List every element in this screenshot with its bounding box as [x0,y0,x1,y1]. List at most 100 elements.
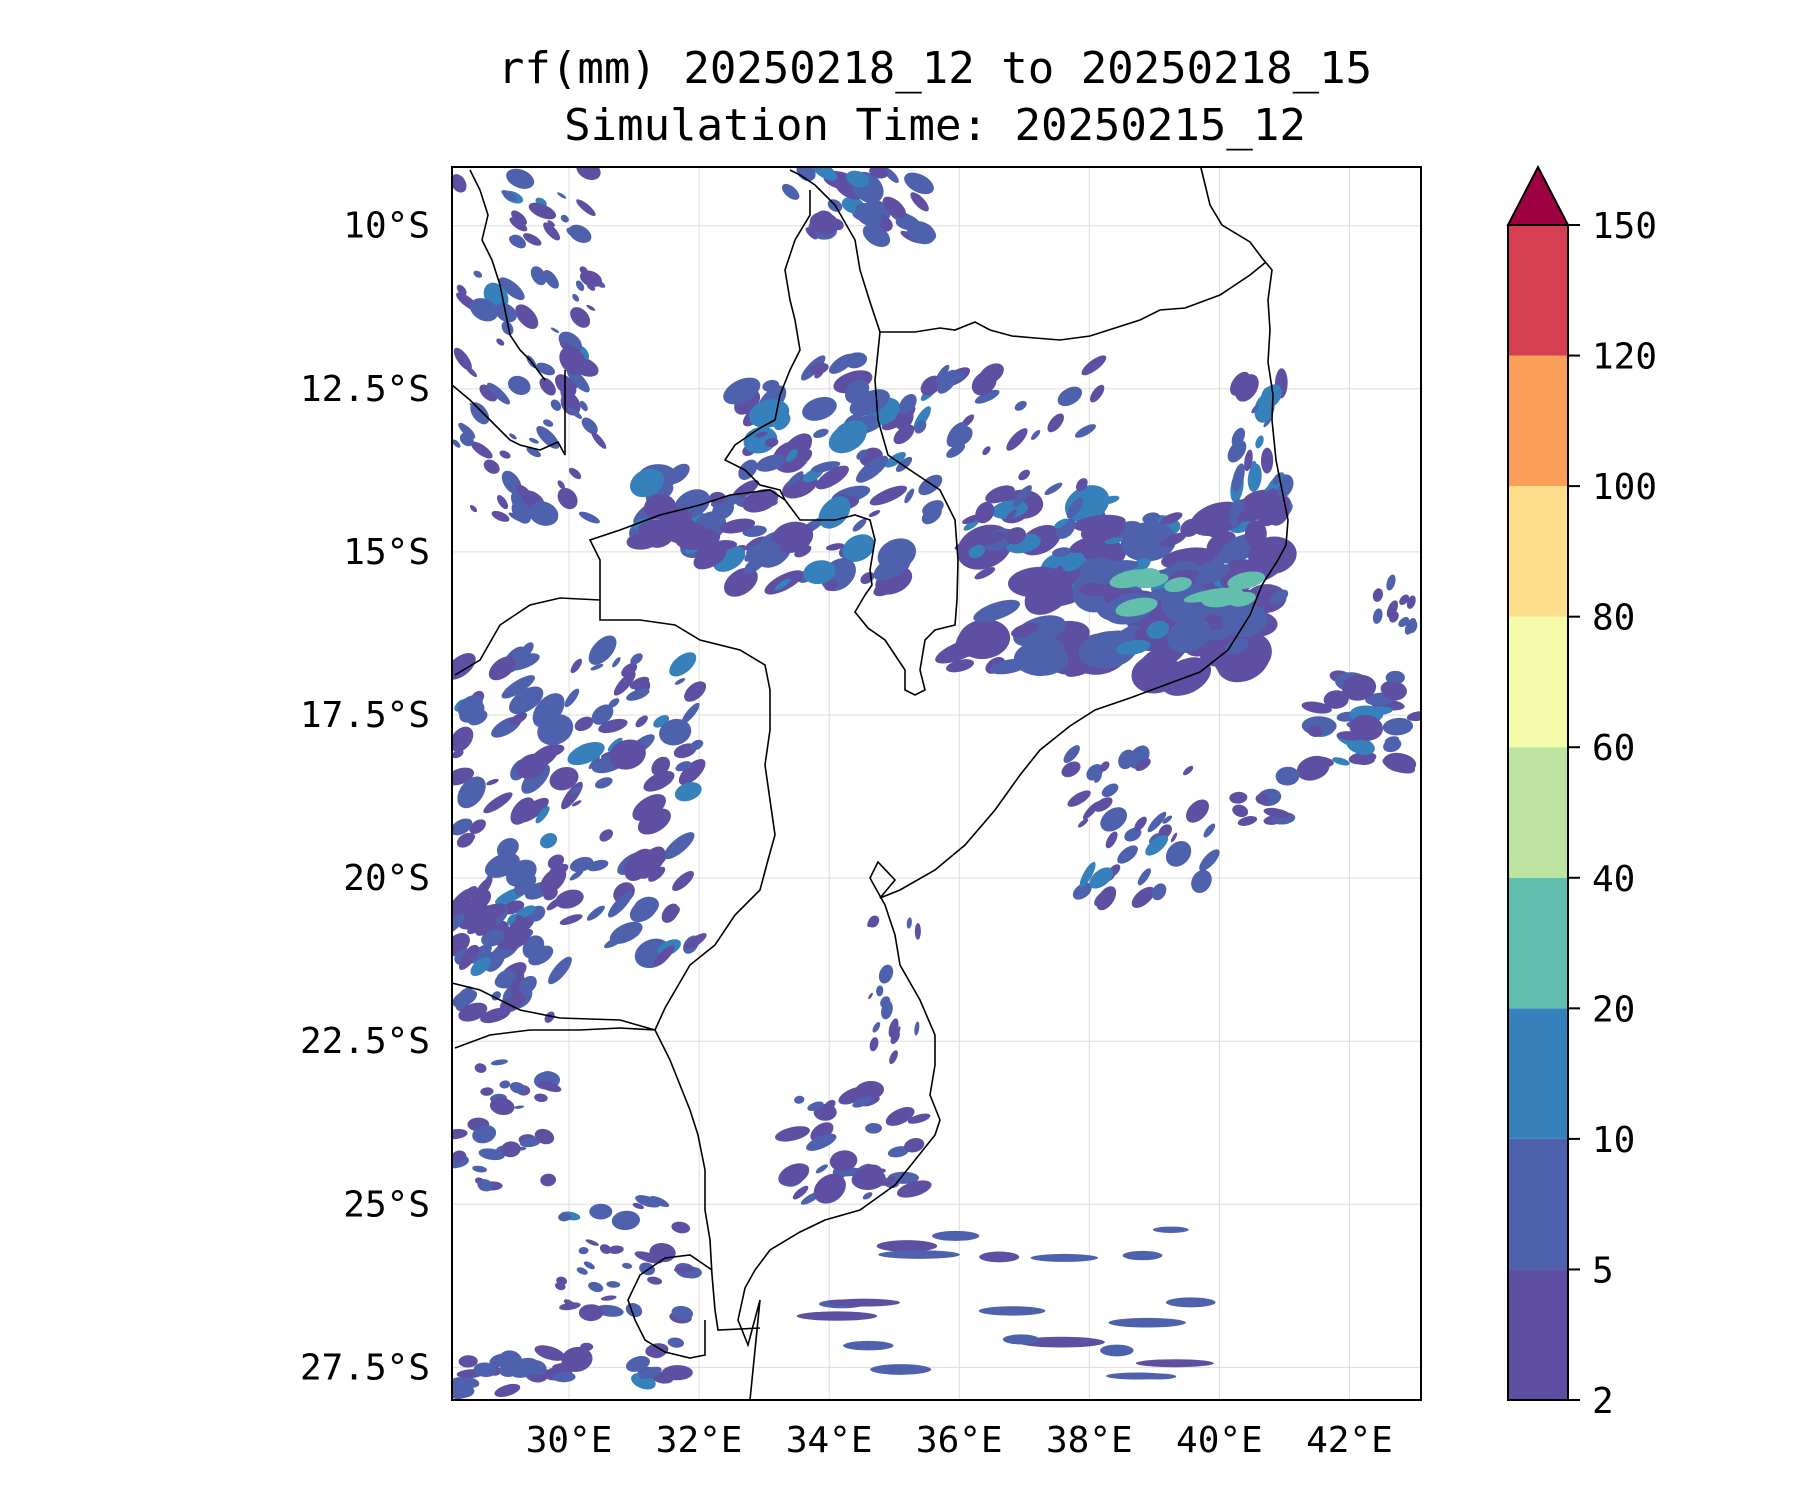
rain-patch [550,399,562,411]
rain-patch [514,1105,525,1109]
rain-patch [875,1168,886,1174]
rain-patch [685,933,707,950]
rain-patch [594,777,613,789]
rain-patch [606,1281,621,1288]
rain-patch [1165,841,1192,867]
rain-patch [807,1101,824,1111]
rain-patch [935,364,950,383]
rain-patch [498,277,525,301]
rain-patch [543,222,561,241]
rain-patch [876,1240,938,1252]
rain-patch [472,1165,487,1173]
rain-patch [509,217,528,232]
rain-patch [549,766,579,791]
rain-patch [719,543,732,554]
rain-patch [834,420,868,445]
rain-patch [659,718,692,746]
rain-patch [1117,845,1138,864]
rain-patch [775,1126,810,1142]
rain-patch [744,554,767,574]
rain-patch [499,994,526,1011]
lat-tick-label: 25°S [343,1184,430,1225]
rain-patch [599,1244,612,1254]
rain-patch [1255,435,1264,449]
lat-tick-label: 20°S [343,858,430,899]
rain-patch [1203,823,1216,838]
rain-patch [458,1002,488,1022]
rain-patch [571,786,581,795]
rain-patch [570,658,583,674]
rain-patch [868,510,881,517]
rain-patch [630,653,643,665]
rain-patch [557,480,565,490]
rain-patch [811,461,841,473]
rain-patch [534,1093,548,1102]
rain-patch [921,505,942,525]
rain-patch [464,833,476,842]
longitude-labels: 30°E 32°E 34°E 36°E 38°E 40°E 42°E [526,1420,1393,1461]
rain-patch [558,1212,572,1222]
rain-patch [1260,447,1274,474]
rain-patch [576,199,596,216]
rain-patch [653,945,675,967]
rain-patch [491,510,510,522]
rain-patch [587,859,609,872]
rain-patch [516,753,547,779]
rain-patch [536,362,555,376]
rain-patch [499,1080,511,1089]
rain-patch [1237,509,1247,524]
rain-patch [815,1164,828,1174]
rain-patch [578,511,600,524]
lat-tick-label: 22.5°S [300,1021,430,1062]
rain-patch [844,352,868,369]
rain-patch [723,377,761,405]
rain-patch [1152,1226,1189,1233]
rain-patch [1115,597,1158,617]
rain-patch [1160,532,1187,548]
rain-patch [1191,869,1212,894]
rain-patch [452,1383,475,1398]
rain-patch [480,1007,511,1024]
rain-patch [1232,804,1249,818]
rain-patch [509,712,528,725]
rain-patch [1005,509,1017,522]
rain-patch [557,487,578,510]
rain-patch [452,653,476,680]
colorbar-level-label: 10 [1592,1120,1635,1161]
rain-patch [869,1037,879,1052]
rain-patch [749,399,790,429]
rain-patch [563,1299,575,1307]
rain-patch [479,384,498,402]
rain-patch [896,1180,932,1198]
rain-patch [794,449,813,467]
rain-patch [555,889,584,909]
rain-patch [669,652,697,677]
rain-patch [1244,449,1253,472]
colorbar-level-label: 120 [1592,337,1657,378]
rain-patch [636,846,666,879]
rain-patch [1227,571,1266,590]
rain-patch [518,975,537,994]
rain-patch [453,347,472,371]
rain-patch [1104,537,1123,545]
rain-patch [1077,818,1089,828]
rain-patch [893,424,915,445]
rain-patch [534,1128,555,1145]
rain-patch [1018,469,1030,481]
rain-patch [824,579,838,591]
rain-patch [1011,622,1039,638]
rain-patch [869,485,908,506]
rain-patch [1094,773,1102,783]
rain-patch [823,1099,836,1111]
rain-patch [719,518,756,534]
rain-patch [873,552,913,581]
rain-patch [458,945,479,970]
latitude-labels: 10°S 12.5°S 15°S 17.5°S 20°S 22.5°S 25°S 27.5°S [300,206,430,1389]
rain-patch [526,446,541,458]
rain-patch [1232,463,1245,492]
rain-patch [1167,617,1212,654]
rain-patch [578,1304,604,1322]
rain-patch [491,991,501,1001]
rain-patch [1235,374,1259,402]
rain-patch [608,890,633,918]
